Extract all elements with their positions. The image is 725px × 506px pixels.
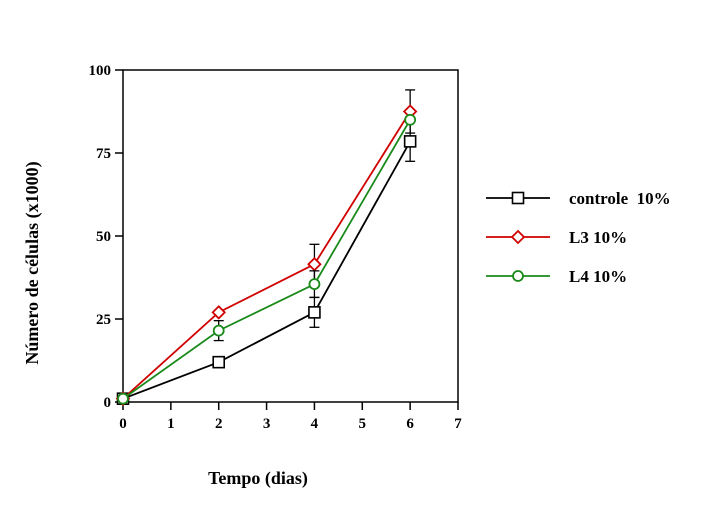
data-point-circle: [212, 324, 225, 337]
data-point-diamond: [510, 229, 526, 245]
x-tick-label: 2: [215, 416, 223, 432]
legend-label: L3 10%: [569, 228, 627, 247]
x-axis-ticks: 0 1 2 3 4 5 6 7: [119, 402, 462, 432]
series-square: [116, 120, 417, 405]
legend-label: L4 10%: [569, 267, 627, 286]
x-tick-label: 6: [406, 416, 414, 432]
data-point-diamond: [307, 256, 322, 272]
data-point-square: [511, 191, 525, 205]
x-tick-label: 1: [167, 416, 175, 432]
series-diamond: [115, 89, 418, 406]
series-line: [122, 111, 411, 400]
legend-item: L3 10%: [486, 228, 627, 247]
series-layer: [115, 89, 418, 406]
data-point-circle: [404, 113, 417, 126]
x-tick-label: 7: [454, 416, 462, 432]
x-axis-title: Tempo (dias): [208, 468, 308, 489]
x-tick-label: 5: [359, 416, 367, 432]
y-tick-label: 75: [96, 146, 111, 162]
y-axis-ticks: 0 25 50 75 100: [89, 63, 123, 411]
series-line: [122, 119, 411, 400]
series-circle: [117, 113, 417, 405]
y-tick-label: 100: [89, 63, 112, 79]
data-point-square: [212, 355, 226, 369]
y-tick-label: 25: [96, 312, 111, 328]
data-point-square: [308, 306, 321, 319]
x-tick-label: 0: [119, 416, 127, 432]
x-tick-label: 3: [263, 416, 271, 432]
y-axis-title: Número de células (x1000): [22, 161, 43, 364]
legend-label: controle 10%: [569, 189, 671, 208]
data-point-circle: [512, 270, 524, 282]
y-tick-label: 0: [104, 395, 112, 411]
x-tick-label: 4: [311, 416, 319, 432]
legend: controle 10% L3 10% L4 10%: [486, 189, 671, 286]
legend-item: L4 10%: [486, 267, 627, 286]
data-point-circle: [117, 392, 129, 405]
series-line: [122, 140, 411, 400]
y-tick-label: 50: [96, 229, 111, 245]
data-point-square: [403, 135, 417, 148]
data-point-circle: [308, 278, 321, 291]
legend-item: controle 10%: [486, 189, 671, 208]
data-point-diamond: [211, 305, 226, 320]
